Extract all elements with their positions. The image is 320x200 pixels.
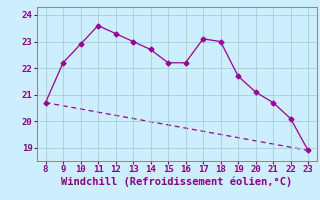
X-axis label: Windchill (Refroidissement éolien,°C): Windchill (Refroidissement éolien,°C) (61, 177, 292, 187)
